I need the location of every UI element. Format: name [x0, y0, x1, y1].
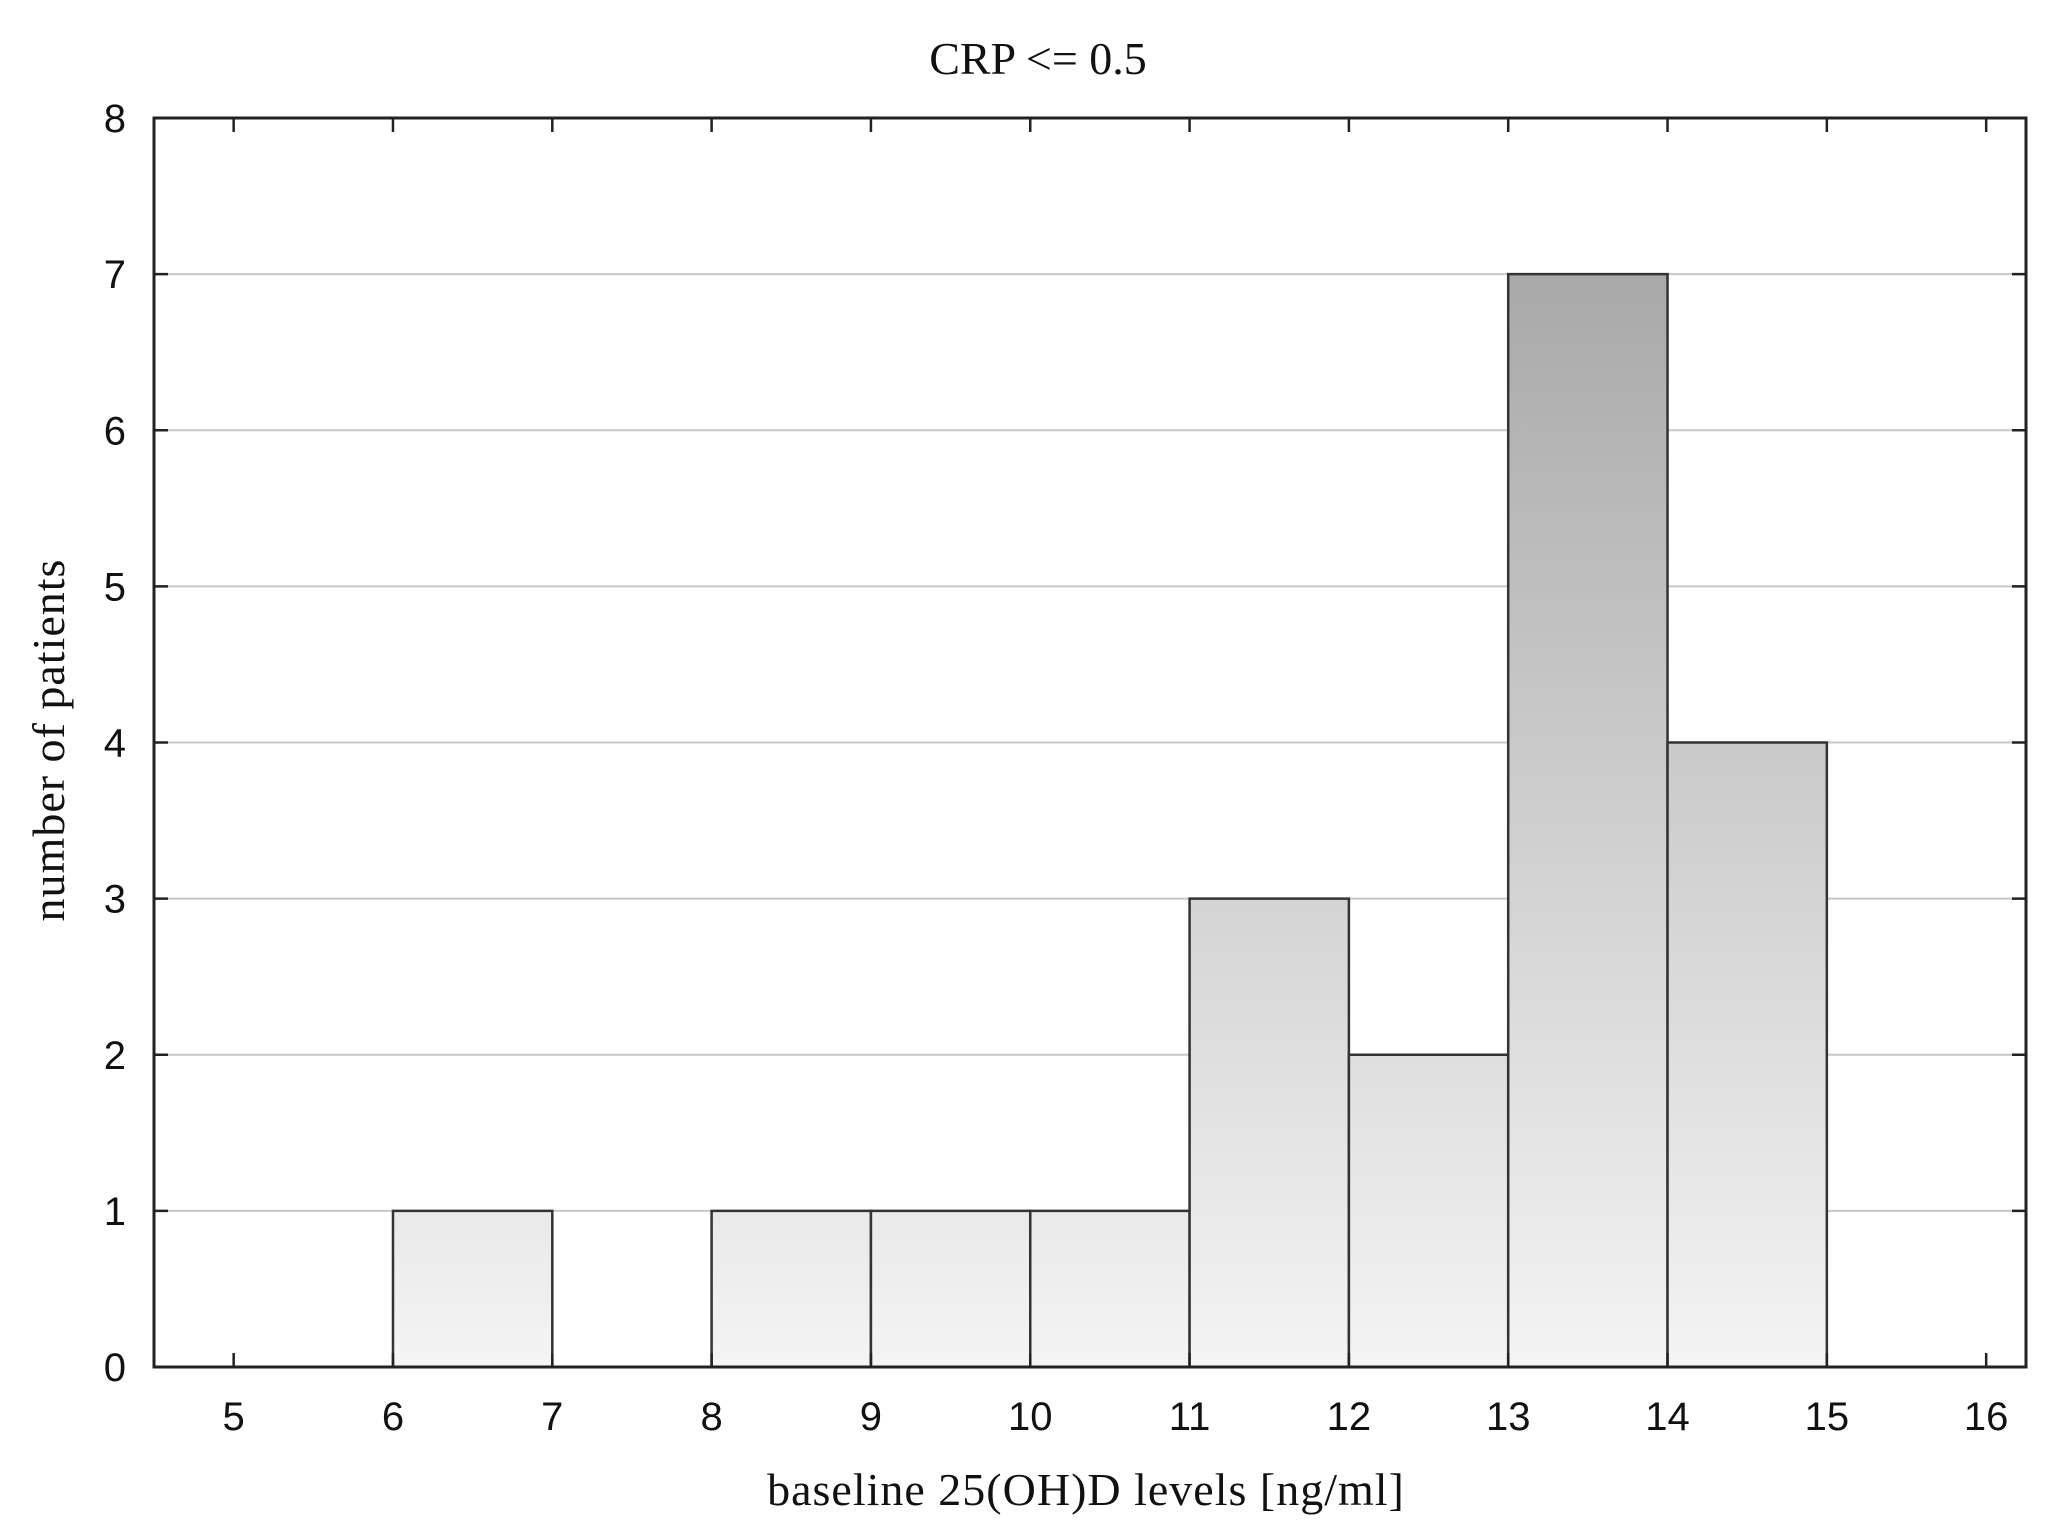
y-tick-label-6: 6	[104, 409, 126, 453]
y-tick-label-4: 4	[104, 722, 126, 766]
axis-ticks	[154, 116, 2026, 1369]
y-tick-label-8: 8	[104, 97, 126, 141]
x-tick-label-7: 7	[541, 1395, 563, 1439]
gridlines	[154, 273, 2026, 1212]
x-tick-label-8: 8	[700, 1395, 722, 1439]
y-tick-label-0: 0	[104, 1346, 126, 1390]
x-tick-label-12: 12	[1327, 1395, 1372, 1439]
x-tick-label-14: 14	[1645, 1395, 1690, 1439]
histogram-bar-12-13	[1347, 1053, 1510, 1369]
chart-title: CRP <= 0.5	[929, 33, 1147, 84]
y-tick-label-3: 3	[104, 878, 126, 922]
y-tick-labels: 0 1 2 3 4 5 6 7 8	[104, 97, 126, 1390]
y-tick-label-5: 5	[104, 565, 126, 609]
histogram-bar-6-7	[391, 1209, 554, 1369]
bars	[391, 272, 1829, 1369]
histogram-bar-14-15	[1666, 741, 1829, 1369]
x-tick-label-13: 13	[1486, 1395, 1531, 1439]
histogram-bar-8-9	[710, 1209, 873, 1369]
histogram-bar-11-12	[1188, 897, 1351, 1369]
y-tick-label-7: 7	[104, 253, 126, 297]
x-tick-label-9: 9	[860, 1395, 882, 1439]
x-tick-label-10: 10	[1008, 1395, 1053, 1439]
histogram-bar-9-10	[869, 1209, 1032, 1369]
x-tick-label-6: 6	[382, 1395, 404, 1439]
histogram-bar-10-11	[1029, 1209, 1191, 1369]
x-tick-label-16: 16	[1964, 1395, 2009, 1439]
x-tick-label-15: 15	[1805, 1395, 1850, 1439]
x-axis-label: baseline 25(OH)D levels [ng/ml]	[767, 1464, 1405, 1515]
y-tick-label-2: 2	[104, 1034, 126, 1078]
x-tick-labels: 5 6 7 8 9 10 11 12 13 14 15 16	[223, 1395, 2009, 1439]
x-tick-label-11: 11	[1169, 1395, 1211, 1439]
histogram-bar-13-14	[1506, 272, 1669, 1369]
x-tick-label-5: 5	[223, 1395, 245, 1439]
y-axis-label: number of patients	[23, 559, 74, 922]
y-tick-label-1: 1	[104, 1190, 126, 1234]
